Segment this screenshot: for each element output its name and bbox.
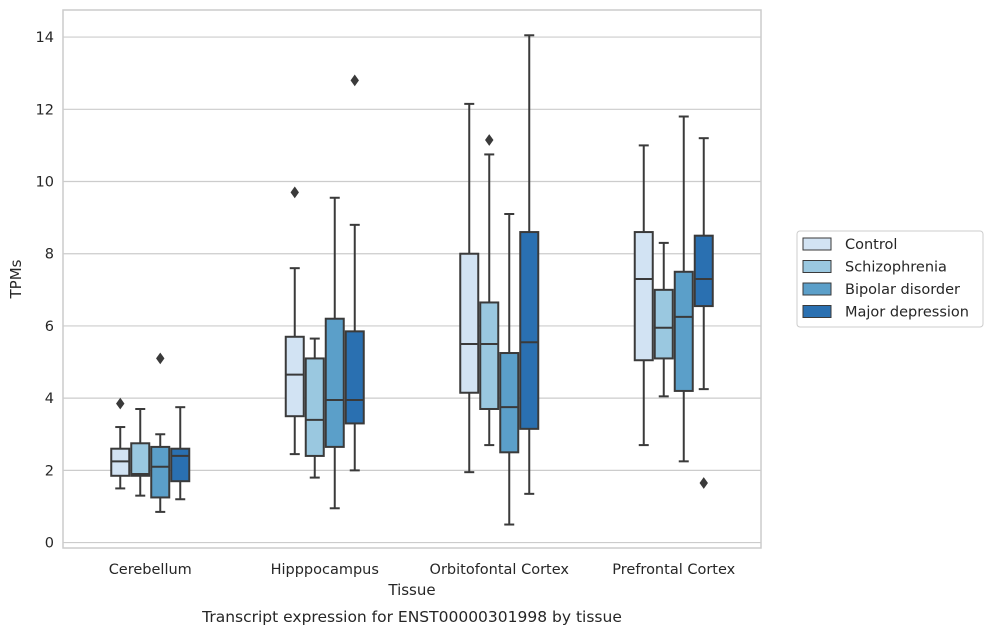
- box-group: [499, 213, 520, 526]
- x-tick-labels: Cerebellum Hipppocampus Orbitofontal Corte…: [109, 562, 736, 578]
- box-iqr: [304, 357, 325, 457]
- x-tick-label: Hipppocampus: [271, 562, 379, 578]
- box-group: [673, 115, 694, 463]
- box-iqr: [479, 301, 500, 410]
- box-iqr: [170, 447, 191, 483]
- y-tick-label: 2: [45, 463, 54, 479]
- legend-entry-label: Schizophrenia: [845, 260, 947, 276]
- y-tick-label: 4: [45, 391, 54, 407]
- box-group: [693, 137, 714, 489]
- y-tick-label: 0: [45, 536, 54, 552]
- y-tick-labels: 0 2 4 6 8 10 12 14: [36, 30, 54, 552]
- box-iqr: [519, 231, 540, 430]
- legend-frame: [796, 230, 984, 328]
- box-iqr: [459, 252, 480, 394]
- y-tick-label: 12: [36, 102, 54, 118]
- legend-entry-label: Control: [845, 237, 897, 253]
- box-iqr: [653, 288, 674, 360]
- box-group: [653, 241, 674, 398]
- legend-swatch: [802, 237, 832, 251]
- outlier-point: [116, 397, 125, 410]
- plot-frame: [62, 9, 762, 549]
- outlier-point: [156, 352, 165, 365]
- box-iqr: [284, 335, 305, 418]
- box-group: [284, 186, 305, 456]
- box-group: [150, 352, 171, 513]
- box-group: [479, 134, 500, 447]
- box-group: [519, 34, 540, 495]
- y-tick-label: 6: [45, 319, 54, 335]
- box-group: [324, 196, 345, 510]
- y-tick-label: 8: [45, 247, 54, 263]
- box-iqr: [344, 330, 365, 425]
- box-iqr: [693, 234, 714, 308]
- x-tick-label: Orbitofontal Cortex: [430, 562, 570, 578]
- legend-swatch: [802, 305, 832, 318]
- outlier-point: [485, 134, 494, 146]
- legend-entry-label: Major depression: [845, 305, 969, 321]
- x-axis-label: Tissue: [387, 581, 435, 599]
- x-tick-label: Prefrontal Cortex: [612, 562, 735, 578]
- legend-swatch: [802, 282, 832, 296]
- box-group: [459, 102, 480, 474]
- box-iqr: [130, 442, 151, 477]
- legend-swatch: [802, 260, 832, 273]
- outlier-point: [290, 186, 299, 199]
- box-group: [633, 144, 654, 447]
- y-tick-label: 10: [36, 175, 54, 191]
- y-axis-label: TPMs: [7, 259, 25, 299]
- box-iqr: [150, 445, 171, 499]
- box-group: [344, 74, 365, 472]
- y-tick-label: 14: [36, 30, 54, 46]
- outlier-point: [350, 74, 359, 87]
- box-group: [170, 406, 191, 501]
- box-group: [304, 337, 325, 479]
- x-tick-label: Cerebellum: [109, 562, 192, 578]
- legend-entry-label: Bipolar disorder: [845, 282, 960, 298]
- box-iqr: [499, 352, 520, 454]
- legend: Control Schizophrenia Bipolar disorder Majo…: [796, 230, 984, 328]
- box-iqr: [633, 231, 654, 362]
- box-iqr: [673, 270, 694, 392]
- boxes: [110, 34, 714, 526]
- box-group: [110, 397, 131, 490]
- chart-caption: Transcript expression for ENST0000030199…: [201, 608, 622, 626]
- box-group: [130, 407, 151, 497]
- outlier-point: [699, 477, 708, 489]
- box-iqr: [324, 317, 345, 448]
